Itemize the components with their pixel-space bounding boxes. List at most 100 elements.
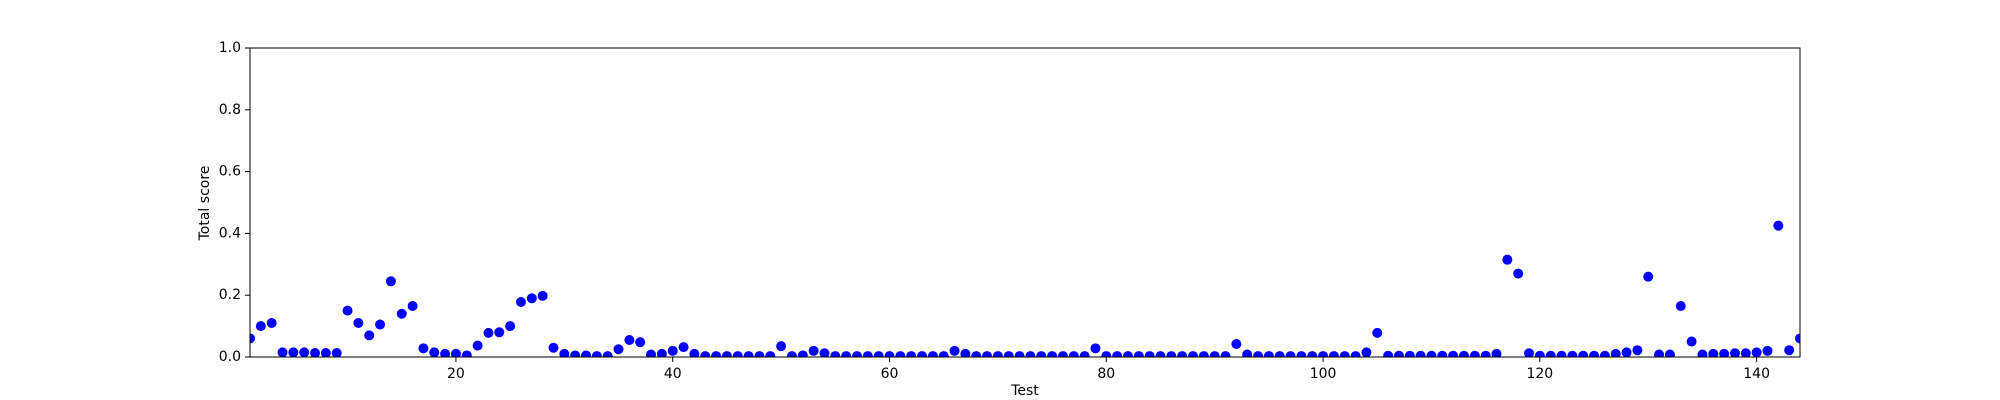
point: [1209, 351, 1220, 357]
point: [1101, 351, 1112, 357]
point: [917, 351, 928, 357]
point: [570, 350, 581, 357]
point: [1643, 271, 1654, 282]
x-tick-label: 40: [664, 366, 682, 382]
y-tick-label: 0.6: [219, 164, 241, 180]
y-tick-label: 1.0: [219, 40, 241, 56]
point: [364, 330, 375, 341]
point: [429, 347, 440, 357]
point: [884, 351, 895, 357]
point: [982, 351, 993, 357]
point: [1003, 351, 1014, 357]
point: [776, 341, 787, 352]
point: [873, 351, 884, 357]
point: [1361, 347, 1372, 357]
point: [440, 348, 451, 357]
y-axis-label: Total score: [197, 166, 213, 242]
point: [1036, 351, 1047, 357]
point: [1122, 351, 1133, 357]
point: [1133, 351, 1144, 357]
point: [1079, 351, 1090, 357]
point: [830, 351, 841, 357]
point: [1708, 348, 1719, 357]
point: [288, 347, 299, 357]
point: [1177, 351, 1188, 357]
x-tick-label: 80: [1097, 366, 1115, 382]
point: [992, 351, 1003, 357]
point: [353, 318, 364, 329]
point: [1719, 348, 1730, 357]
point: [1307, 351, 1318, 357]
point: [1112, 351, 1123, 357]
plot-frame: [249, 47, 1801, 358]
point: [700, 351, 711, 357]
x-tick-label: 140: [1743, 366, 1770, 382]
point: [1664, 349, 1675, 357]
x-tick-label: 100: [1310, 366, 1337, 382]
point: [1383, 350, 1394, 357]
point: [418, 343, 429, 354]
x-tick-label: 60: [881, 366, 899, 382]
point: [1242, 349, 1253, 357]
point: [1350, 351, 1361, 357]
point: [1567, 350, 1578, 357]
point: [1372, 327, 1383, 338]
point: [331, 347, 342, 357]
point: [548, 342, 559, 353]
point: [862, 351, 873, 357]
point: [342, 305, 353, 316]
point: [678, 342, 689, 353]
point: [1231, 339, 1242, 350]
point: [667, 345, 678, 356]
point: [581, 350, 592, 357]
point: [1578, 350, 1589, 357]
point: [1047, 351, 1058, 357]
point: [250, 333, 255, 344]
point: [1599, 350, 1610, 357]
point: [841, 351, 852, 357]
point: [266, 318, 277, 329]
point: [1253, 351, 1264, 357]
point: [320, 347, 331, 357]
point: [1686, 336, 1697, 347]
point: [938, 351, 949, 357]
point: [624, 335, 635, 346]
y-tick-label: 0.0: [219, 349, 241, 365]
point: [927, 351, 938, 357]
point: [310, 347, 321, 357]
point: [1404, 350, 1415, 357]
point: [591, 351, 602, 357]
point: [1415, 350, 1426, 357]
point: [1740, 348, 1751, 357]
point: [1675, 301, 1686, 312]
point: [1491, 348, 1502, 357]
point: [559, 348, 570, 357]
point: [1621, 347, 1632, 357]
point: [1296, 351, 1307, 357]
point: [1610, 348, 1621, 357]
point: [1502, 254, 1513, 265]
point: [1328, 351, 1339, 357]
point: [1448, 350, 1459, 357]
point: [515, 296, 526, 307]
point: [385, 276, 396, 287]
point: [1393, 350, 1404, 357]
point: [277, 347, 288, 357]
point: [483, 327, 494, 338]
point: [1784, 345, 1795, 356]
point: [1188, 351, 1199, 357]
point: [1751, 347, 1762, 357]
point: [786, 351, 797, 357]
point: [689, 348, 700, 357]
y-tick-label: 0.4: [219, 225, 241, 241]
point: [1545, 350, 1556, 357]
point: [797, 350, 808, 357]
point: [743, 351, 754, 357]
point: [1773, 220, 1784, 231]
point: [1729, 348, 1740, 357]
point: [971, 351, 982, 357]
point: [375, 319, 386, 330]
point: [1057, 351, 1068, 357]
point: [1274, 351, 1285, 357]
